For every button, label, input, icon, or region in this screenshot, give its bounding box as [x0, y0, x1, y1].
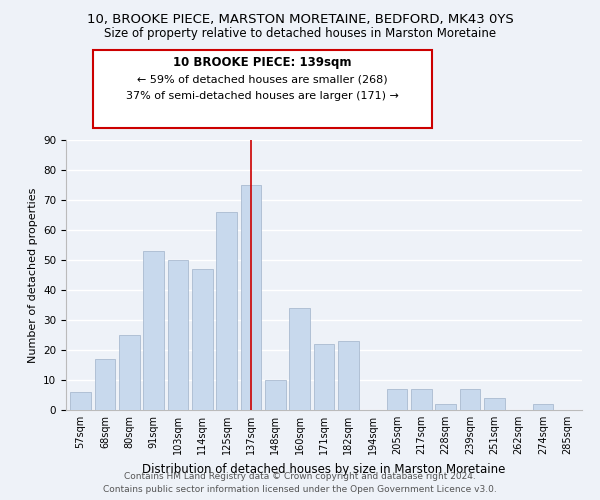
- Bar: [436, 404, 456, 410]
- Bar: [460, 389, 481, 410]
- Bar: [386, 389, 407, 410]
- Bar: [216, 212, 237, 410]
- Bar: [533, 404, 553, 410]
- Bar: [411, 389, 432, 410]
- Text: Size of property relative to detached houses in Marston Moretaine: Size of property relative to detached ho…: [104, 28, 496, 40]
- Bar: [167, 260, 188, 410]
- Text: Contains public sector information licensed under the Open Government Licence v3: Contains public sector information licen…: [103, 485, 497, 494]
- Bar: [143, 251, 164, 410]
- Text: 37% of semi-detached houses are larger (171) →: 37% of semi-detached houses are larger (…: [126, 91, 399, 101]
- Bar: [95, 359, 115, 410]
- Bar: [241, 185, 262, 410]
- Text: 10, BROOKE PIECE, MARSTON MORETAINE, BEDFORD, MK43 0YS: 10, BROOKE PIECE, MARSTON MORETAINE, BED…: [86, 12, 514, 26]
- Text: 10 BROOKE PIECE: 139sqm: 10 BROOKE PIECE: 139sqm: [173, 56, 352, 69]
- X-axis label: Distribution of detached houses by size in Marston Moretaine: Distribution of detached houses by size …: [142, 462, 506, 475]
- Bar: [119, 335, 140, 410]
- Bar: [484, 398, 505, 410]
- Text: ← 59% of detached houses are smaller (268): ← 59% of detached houses are smaller (26…: [137, 74, 388, 84]
- Bar: [338, 341, 359, 410]
- Bar: [314, 344, 334, 410]
- Y-axis label: Number of detached properties: Number of detached properties: [28, 188, 38, 362]
- Bar: [265, 380, 286, 410]
- Bar: [70, 392, 91, 410]
- Bar: [192, 269, 212, 410]
- Text: Contains HM Land Registry data © Crown copyright and database right 2024.: Contains HM Land Registry data © Crown c…: [124, 472, 476, 481]
- Bar: [289, 308, 310, 410]
